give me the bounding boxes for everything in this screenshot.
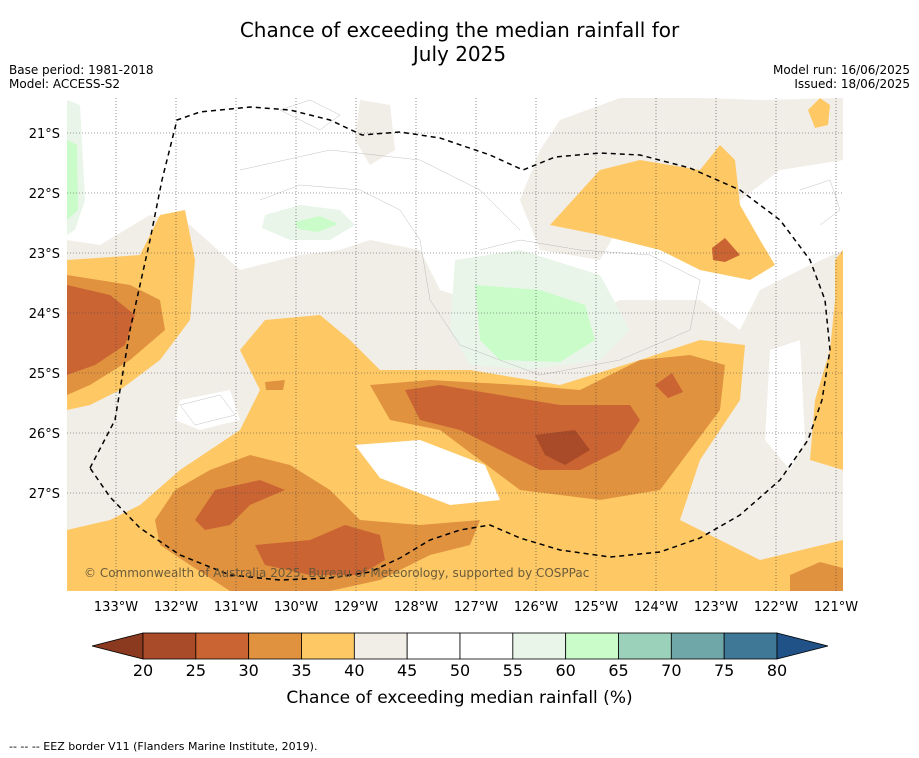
- lat-label-26: 26°S: [29, 427, 60, 442]
- region-45-50-ne: [780, 170, 843, 240]
- colorbar-tick-label: 75: [714, 661, 734, 680]
- meta-left: Base period: 1981-2018 Model: ACCESS-S2: [9, 63, 154, 91]
- colorbar-segment: [248, 632, 302, 660]
- meta-right: Model run: 16/06/2025 Issued: 18/06/2025: [773, 63, 910, 91]
- colorbar-tick-labels: 20 25 30 35 40 45 50 55 60 65 70 75 80: [133, 661, 787, 680]
- lon-labels: 133°W 132°W 131°W 130°W 129°W 128°W 127°…: [94, 600, 858, 615]
- lon-label-122: 122°W: [754, 600, 798, 615]
- region-40-45-topcenter: [355, 100, 395, 165]
- colorbar-segment: [565, 632, 619, 660]
- region-25-30-sw2: [255, 525, 385, 575]
- region-25-30-sw1: [195, 480, 285, 530]
- colorbar-tick-label: 80: [767, 661, 787, 680]
- region-25-30-west: [67, 285, 135, 375]
- colorbar-segment: [670, 632, 725, 660]
- region-45-50-south-hole: [355, 440, 500, 505]
- copyright-text: © Commonwealth of Australia 2025, Bureau…: [84, 566, 589, 580]
- colorbar-segment: [142, 632, 197, 660]
- colorbar-segment: [301, 632, 355, 660]
- region-30-35-se: [790, 562, 843, 591]
- lat-labels: 21°S 22°S 23°S 24°S 25°S 26°S 27°S: [29, 127, 60, 502]
- region-60-65-north: [295, 216, 338, 232]
- title-line-1: Chance of exceeding the median rainfall …: [239, 18, 680, 42]
- colorbar-segment: [406, 632, 461, 660]
- region-60-65-center: [475, 285, 595, 362]
- region-45-50-east: [765, 340, 805, 470]
- colorbar-tick-label: 40: [344, 661, 364, 680]
- model-name: Model: ACCESS-S2: [9, 77, 121, 91]
- colorbar-segment: [512, 632, 567, 660]
- issued-date: Issued: 18/06/2025: [794, 77, 910, 91]
- lat-label-27: 27°S: [29, 487, 60, 502]
- lon-label-129: 129°W: [334, 600, 378, 615]
- colorbar-tick-label: 20: [133, 661, 153, 680]
- title-line-2: July 2025: [412, 42, 507, 66]
- lon-label-132: 132°W: [154, 600, 198, 615]
- lon-label-124: 124°W: [634, 600, 678, 615]
- colorbar-tick-label: 60: [555, 661, 575, 680]
- lat-label-22: 22°S: [29, 187, 60, 202]
- colorbar-segment: [195, 632, 250, 660]
- lon-label-131: 131°W: [214, 600, 258, 615]
- colorbar-segment: [723, 632, 778, 660]
- lon-label-121: 121°W: [814, 600, 858, 615]
- map-title: Chance of exceeding the median rainfall …: [0, 18, 919, 66]
- region-30-35-small: [265, 380, 285, 390]
- colorbar-tick-label: 30: [238, 661, 258, 680]
- colorbar-segment: [353, 632, 408, 660]
- region-35-40-east: [810, 250, 843, 470]
- rainfall-field: [67, 98, 843, 591]
- colorbar-tick-label: 55: [503, 661, 523, 680]
- region-60-65-west: [67, 140, 78, 220]
- colorbar-tick-label: 35: [291, 661, 311, 680]
- colorbar-tick-label: 45: [397, 661, 417, 680]
- eez-footnote: -- -- -- EEZ border V11 (Flanders Marine…: [9, 740, 318, 753]
- colorbar-segments: [142, 632, 778, 660]
- lat-label-21: 21°S: [29, 127, 60, 142]
- base-period: Base period: 1981-2018: [9, 63, 154, 77]
- region-35-40-topright: [808, 98, 830, 128]
- lon-label-127: 127°W: [454, 600, 498, 615]
- model-run: Model run: 16/06/2025: [772, 63, 910, 77]
- colorbar-tick-label: 70: [661, 661, 681, 680]
- colorbar-tick-label: 65: [608, 661, 628, 680]
- colorbar-segment: [459, 632, 514, 660]
- colorbar-under-arrow: [91, 632, 144, 660]
- region-20-25-center: [535, 430, 590, 465]
- lon-label-130: 130°W: [274, 600, 318, 615]
- lon-label-123: 123°W: [694, 600, 738, 615]
- lon-label-125: 125°W: [574, 600, 618, 615]
- colorbar-segment: [618, 632, 672, 660]
- colorbar-label: Chance of exceeding median rainfall (%): [286, 688, 633, 708]
- lat-label-24: 24°S: [29, 307, 60, 322]
- region-25-30-ne-spot: [712, 238, 740, 262]
- contour-lines: [179, 99, 841, 426]
- lon-label-133: 133°W: [94, 600, 138, 615]
- colorbar: 20 25 30 35 40 45 50 55 60 65 70 75 80: [91, 632, 829, 680]
- colorbar-tick-label: 25: [186, 661, 206, 680]
- graticule: [67, 98, 843, 591]
- lat-label-23: 23°S: [29, 247, 60, 262]
- lon-label-128: 128°W: [394, 600, 438, 615]
- colorbar-tick-label: 50: [450, 661, 470, 680]
- lat-label-25: 25°S: [29, 367, 60, 382]
- colorbar-over-arrow: [776, 632, 829, 660]
- region-25-30-small: [655, 373, 683, 398]
- lon-label-126: 126°W: [514, 600, 558, 615]
